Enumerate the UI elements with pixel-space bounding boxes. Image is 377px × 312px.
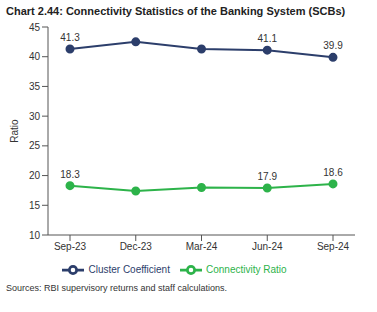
svg-text:17.9: 17.9	[258, 171, 278, 182]
svg-text:25: 25	[29, 140, 41, 151]
html-text:Chart 2.44: Connectivity Stati: Chart 2.44: Connectivity Statistics of t…	[6, 5, 346, 17]
svg-text:15: 15	[29, 200, 41, 211]
html-text:Connectivity Ratio: Connectivity Ratio	[206, 263, 287, 275]
svg-text:35: 35	[29, 81, 41, 92]
svg-text:Sep-24: Sep-24	[317, 241, 350, 252]
svg-text:41.1: 41.1	[258, 33, 278, 44]
svg-text:20: 20	[29, 170, 41, 181]
svg-text:30: 30	[29, 111, 41, 122]
svg-text:39.9: 39.9	[323, 40, 343, 51]
svg-text:Mar-24: Mar-24	[186, 241, 218, 252]
svg-text:Dec-23: Dec-23	[120, 241, 153, 252]
svg-text:45: 45	[29, 22, 41, 33]
svg-text:10: 10	[29, 230, 41, 241]
svg-text:18.3: 18.3	[60, 169, 80, 180]
html-text:Sources: RBI supervisory retur: Sources: RBI supervisory returns and sta…	[6, 283, 227, 293]
svg-text:41.3: 41.3	[60, 32, 80, 43]
svg-text:Ratio: Ratio	[9, 119, 20, 143]
svg-text:40: 40	[29, 51, 41, 62]
html-text:Cluster Coefficient: Cluster Coefficient	[88, 263, 170, 275]
svg-text:18.6: 18.6	[323, 167, 343, 178]
svg-text:Jun-24: Jun-24	[252, 241, 283, 252]
svg-text:Sep-23: Sep-23	[54, 241, 87, 252]
